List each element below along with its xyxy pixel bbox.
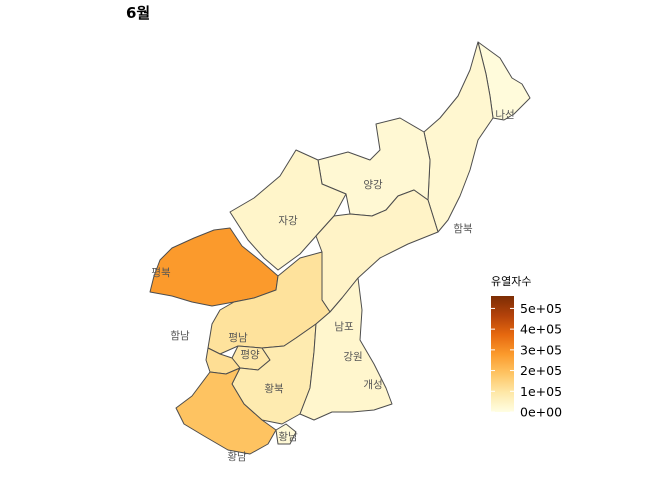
region-hamnam [315,189,439,313]
legend-ticks: 0e+00 1e+05 2e+05 3e+05 4e+05 5e+05 [491,301,562,420]
region-label-jagang: 자강 [278,215,298,227]
region-label-rason: 나선 [495,109,514,121]
region-label-hwangnam: 황남 [278,431,298,443]
region-label-hamnam: 함남 [170,330,190,342]
region-gangwon [299,277,393,421]
region-label-hwangbuk: 황북 [264,383,284,395]
map-title: 6월 [126,4,151,22]
region-label-pyongyang: 평양 [240,349,260,361]
legend-tick-label-4: 4e+05 [520,322,562,337]
region-label-hwangnam-2: 황남 [227,451,247,463]
legend-tick-label-1: 1e+05 [520,384,562,399]
region-kaesong [275,423,297,445]
legend-tick-label-5: 5e+05 [520,301,562,316]
legend-tick-label-0: 0e+00 [520,405,562,420]
legend: 유열자수 0e+00 1e+05 2e+05 3e+05 4e+05 5e+05 [491,275,562,420]
legend-tick-label-3: 3e+05 [520,342,562,357]
region-label-hambuk: 함북 [453,223,473,235]
region-label-gangwon: 강원 [343,351,362,363]
region-label-pyongbuk: 평북 [151,267,171,279]
legend-colorbar [491,296,514,412]
legend-title: 유열자수 [491,275,531,288]
region-label-pyongnam: 평남 [228,332,248,344]
map-labels: 나선 양강 자강 함북 평북 함남 평남 남포 평양 강원 황북 개성 황남 황… [151,109,514,463]
region-label-yanggang: 양강 [363,179,383,191]
map-regions [149,41,531,455]
region-label-nampo: 남포 [334,321,354,333]
region-hambuk [423,41,494,233]
region-label-kaesong: 개성 [363,379,382,391]
region-hwangnam [175,367,277,455]
legend-tick-label-2: 2e+05 [520,363,562,378]
region-jagang [229,149,347,271]
